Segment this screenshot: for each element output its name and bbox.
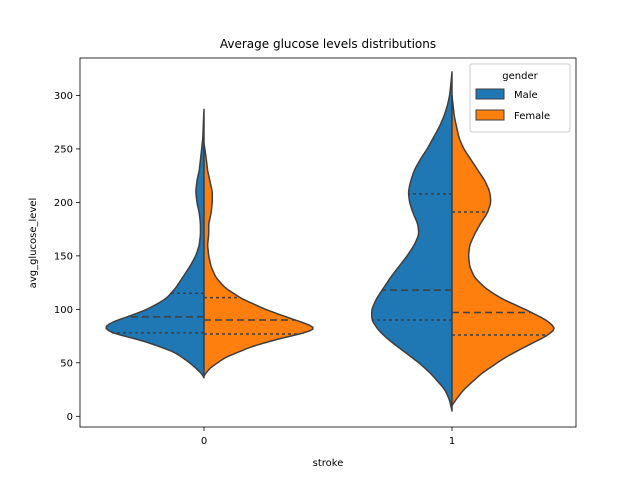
- plot-area: [105, 71, 555, 412]
- y-tick-label: 50: [60, 358, 73, 369]
- legend: gender Male Female: [469, 63, 571, 133]
- y-tick-label: 150: [54, 251, 73, 262]
- violin-female-stroke-0: [203, 142, 314, 377]
- legend-label-male: Male: [514, 90, 538, 101]
- chart-title: Average glucose levels distributions: [220, 37, 436, 51]
- y-axis-title: avg_glucose_level: [28, 198, 39, 289]
- legend-swatch-male: [475, 88, 505, 100]
- y-tick-label: 0: [67, 412, 73, 423]
- y-tick-label: 300: [54, 91, 73, 102]
- violin-female-stroke-1: [451, 94, 555, 407]
- x-tick-label: 0: [201, 436, 207, 447]
- y-tick-label: 200: [54, 198, 73, 209]
- y-tick-label: 100: [54, 305, 73, 316]
- x-tick-label: 1: [449, 436, 455, 447]
- x-axis-title: stroke: [313, 458, 344, 469]
- axes: 0 50 100 150 200 250 300 0 1: [54, 57, 577, 447]
- y-tick-label: 250: [54, 144, 73, 155]
- legend-label-female: Female: [514, 111, 550, 122]
- legend-swatch-female: [475, 109, 505, 121]
- plot-frame: [79, 57, 577, 428]
- legend-title: gender: [502, 71, 538, 82]
- violin-male-stroke-1: [371, 71, 453, 412]
